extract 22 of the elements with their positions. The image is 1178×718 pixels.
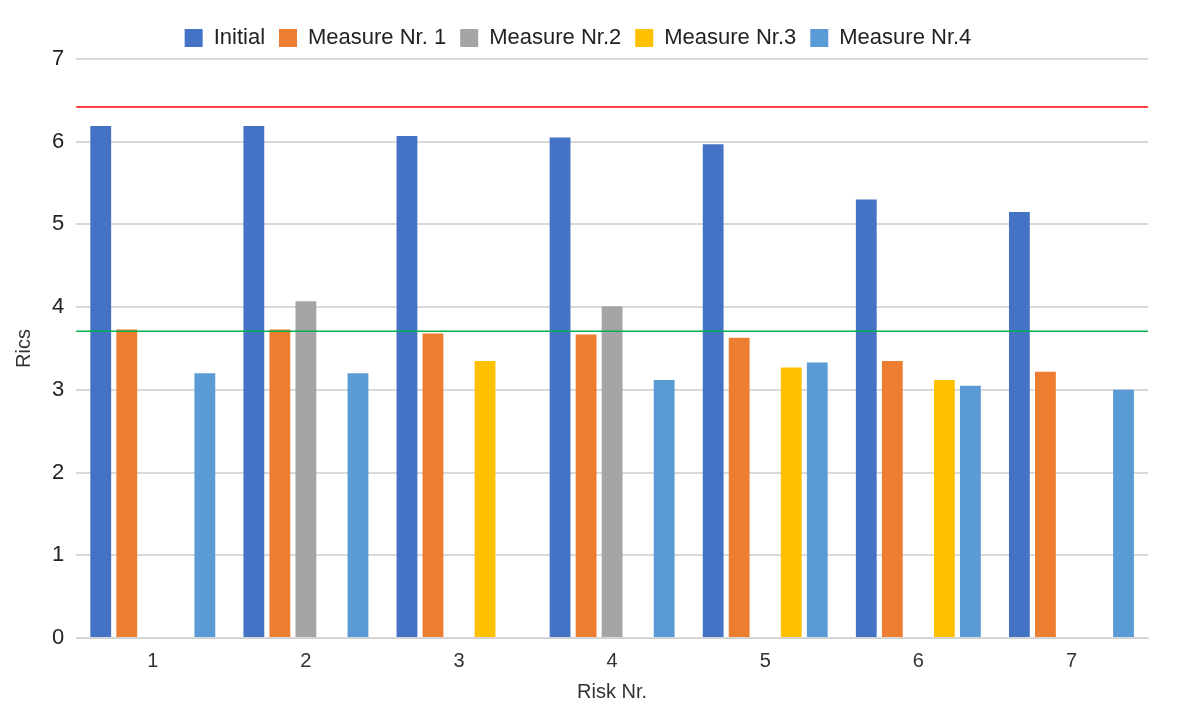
y-tick-label: 4 [51, 293, 65, 319]
y-tick-label: 7 [51, 45, 65, 71]
legend-label: Measure Nr.3 [664, 24, 797, 50]
x-tick-label: 2 [300, 648, 312, 671]
x-tick-label: 5 [759, 648, 771, 671]
legend-label: Measure Nr. 1 [308, 24, 447, 50]
y-tick-label: 0 [51, 624, 65, 650]
y-tick-label: 5 [51, 210, 65, 236]
y-axis-title: Rics [11, 329, 34, 368]
y-tick-label: 6 [51, 127, 65, 153]
legend-label: Measure Nr.4 [839, 24, 972, 50]
x-tick-label: 1 [147, 648, 159, 671]
legend-label: Measure Nr.2 [489, 24, 622, 50]
x-tick-label: 4 [606, 648, 618, 671]
y-tick-label: 1 [51, 541, 65, 567]
legend-label: Initial [213, 24, 266, 50]
x-tick-label: 6 [912, 648, 924, 671]
y-tick-label: 2 [51, 458, 65, 484]
y-tick-label: 3 [51, 375, 65, 401]
x-axis-title: Risk Nr. [577, 679, 648, 702]
x-tick-label: 7 [1065, 648, 1078, 671]
x-tick-label: 3 [453, 648, 465, 671]
